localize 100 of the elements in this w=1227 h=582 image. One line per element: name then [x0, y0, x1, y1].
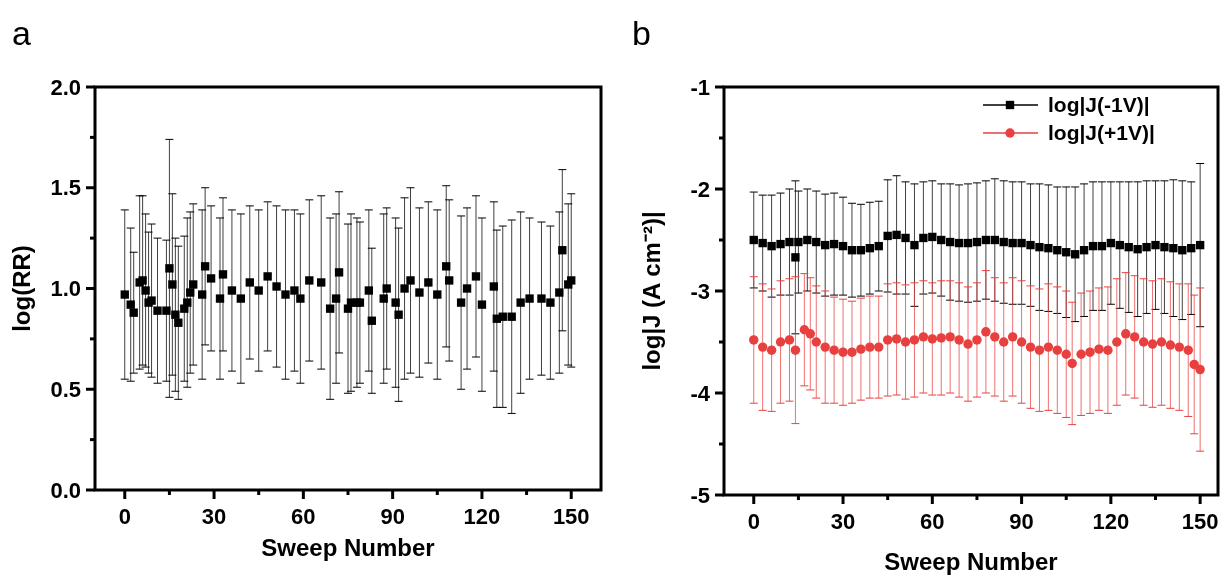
point [883, 231, 892, 241]
point [1124, 242, 1133, 252]
point [1183, 345, 1193, 355]
point [1147, 339, 1158, 349]
point [790, 345, 801, 355]
point [1061, 349, 1071, 359]
point [910, 240, 919, 250]
point [1169, 243, 1178, 253]
point [927, 334, 938, 344]
point [1195, 240, 1205, 250]
point [856, 246, 866, 255]
point [874, 241, 883, 251]
point [757, 342, 768, 352]
point [829, 239, 839, 249]
point [820, 342, 830, 352]
point [1178, 246, 1187, 255]
point [981, 327, 991, 337]
point [909, 335, 920, 345]
y-tick-label: 2.0 [50, 74, 81, 100]
point [928, 232, 937, 242]
x-tick-label: 120 [463, 504, 501, 529]
x-tick-label: 0 [747, 509, 760, 534]
x-tick-label: 30 [830, 509, 856, 534]
chart-title: a [12, 14, 31, 52]
point [972, 237, 982, 247]
point [901, 233, 910, 243]
point [892, 230, 901, 240]
y-axis-title: log|J (A cm⁻²)| [638, 211, 665, 371]
x-axis-title: Sweep Number [884, 548, 1058, 575]
x-tick-label: 60 [920, 509, 945, 534]
point [1017, 238, 1026, 248]
point [999, 337, 1009, 347]
x-tick-label: 90 [380, 504, 405, 529]
x-tick-label: 120 [1092, 509, 1130, 534]
point [856, 344, 866, 354]
y-tick-label: -3 [690, 278, 710, 304]
point [1129, 332, 1140, 342]
y-tick-label: -4 [690, 380, 711, 406]
point [1174, 342, 1185, 352]
point [891, 334, 902, 344]
point [1079, 246, 1089, 255]
y-tick-label: 1.5 [50, 175, 81, 201]
point [954, 335, 964, 345]
point [1094, 344, 1104, 354]
point [990, 235, 999, 245]
point [1160, 242, 1169, 252]
chart-title: b [632, 14, 651, 52]
point [1025, 342, 1036, 352]
point [811, 337, 821, 347]
point [963, 339, 973, 349]
point [963, 238, 973, 248]
point [1035, 242, 1044, 252]
point [936, 333, 946, 343]
point [865, 243, 874, 253]
point [1062, 248, 1071, 257]
point [847, 347, 857, 357]
point [785, 237, 794, 247]
point [1044, 243, 1053, 253]
point [791, 253, 800, 262]
point [1070, 250, 1080, 259]
point [775, 337, 786, 347]
point [1097, 241, 1107, 251]
legend-label: log|J(-1V)| [1048, 93, 1150, 117]
x-tick-label: 90 [1009, 509, 1034, 534]
y-tick-label: 0.0 [50, 477, 81, 503]
point [1007, 332, 1018, 342]
y-axis-title: log(RR) [8, 245, 35, 332]
point [749, 335, 759, 345]
point [847, 246, 857, 255]
point [972, 335, 982, 345]
point [999, 237, 1008, 247]
point [1088, 241, 1098, 251]
point [766, 345, 777, 355]
y-tick-label: 1.0 [50, 276, 81, 302]
point [981, 235, 991, 245]
point [838, 241, 848, 251]
point [1189, 359, 1199, 370]
x-tick-label: 0 [118, 504, 131, 529]
point [1103, 345, 1113, 355]
point [1053, 246, 1062, 255]
y-tick-label: -1 [690, 74, 710, 100]
point [945, 237, 955, 247]
point [882, 335, 893, 345]
point [1151, 240, 1160, 250]
point [767, 241, 776, 251]
point [1052, 345, 1063, 355]
y-tick-label: 0.5 [50, 376, 81, 402]
point [794, 237, 803, 247]
point [821, 240, 830, 250]
y-tick-label: -2 [690, 176, 710, 202]
point [1043, 342, 1054, 352]
point [865, 342, 875, 352]
x-axis-title: Sweep Number [261, 534, 435, 561]
point [803, 235, 812, 245]
point [1008, 238, 1017, 248]
point [900, 337, 911, 347]
point [784, 335, 795, 345]
point [758, 238, 767, 248]
point [1034, 345, 1045, 355]
legend-label: log|J(+1V)| [1048, 121, 1155, 145]
